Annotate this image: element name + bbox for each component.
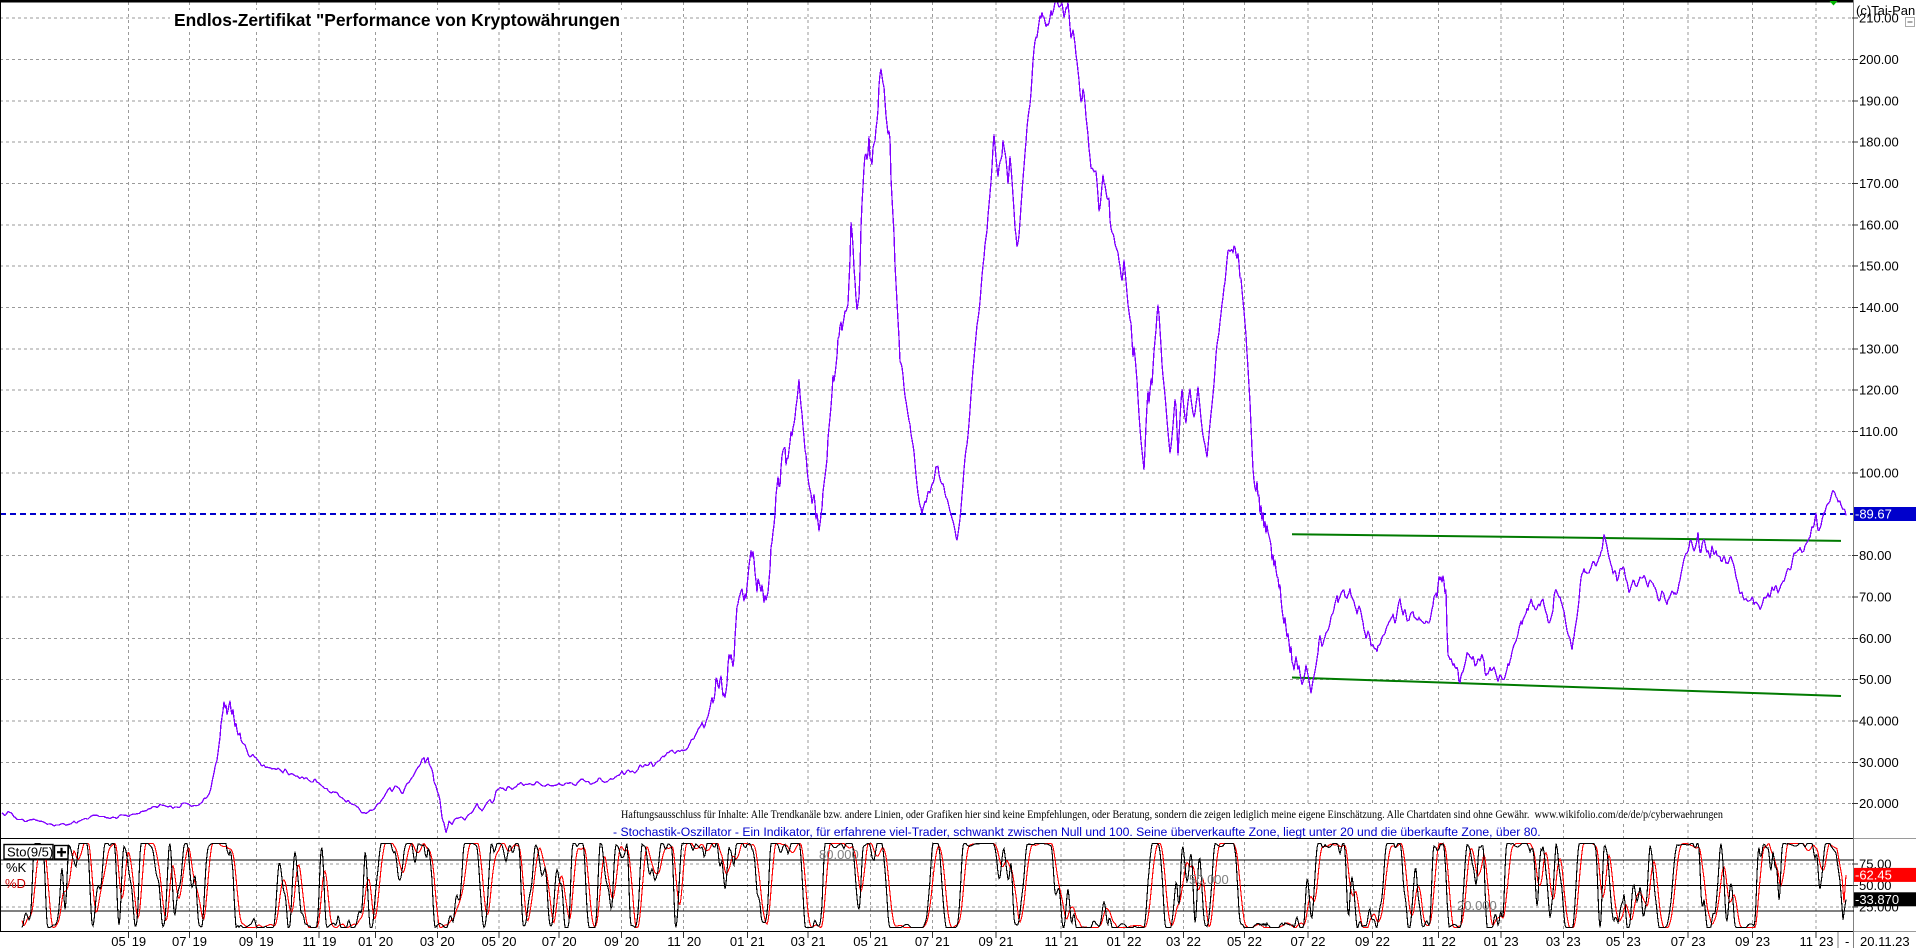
svg-text:110.00: 110.00 xyxy=(1859,424,1898,439)
svg-text:09: 09 xyxy=(1355,934,1369,948)
svg-text:-33.870: -33.870 xyxy=(1855,892,1899,907)
svg-text:21: 21 xyxy=(874,934,888,948)
svg-text:01: 01 xyxy=(1107,934,1121,948)
svg-text:11: 11 xyxy=(303,934,317,948)
svg-text:20: 20 xyxy=(687,934,701,948)
svg-text:40.000: 40.000 xyxy=(1859,713,1899,728)
svg-text:07: 07 xyxy=(1671,934,1685,948)
svg-text:09: 09 xyxy=(979,934,993,948)
svg-text:23: 23 xyxy=(1819,934,1833,948)
svg-text:21: 21 xyxy=(999,934,1013,948)
svg-text:120.00: 120.00 xyxy=(1859,383,1899,398)
svg-text:-: - xyxy=(1845,934,1849,948)
svg-text:30.000: 30.000 xyxy=(1859,755,1899,770)
svg-text:01: 01 xyxy=(1484,934,1498,948)
svg-text:23: 23 xyxy=(1691,934,1705,948)
svg-text:01: 01 xyxy=(730,934,744,948)
svg-text:190.00: 190.00 xyxy=(1859,93,1899,108)
svg-text:140.00: 140.00 xyxy=(1859,300,1899,315)
svg-text:19: 19 xyxy=(259,934,273,948)
svg-text:21: 21 xyxy=(1064,934,1078,948)
svg-text:22: 22 xyxy=(1248,934,1262,948)
svg-text:20: 20 xyxy=(502,934,516,948)
svg-text:60.00: 60.00 xyxy=(1859,631,1892,646)
svg-text:11: 11 xyxy=(667,934,681,948)
svg-text:23: 23 xyxy=(1566,934,1580,948)
svg-text:11: 11 xyxy=(1800,934,1814,948)
svg-text:05: 05 xyxy=(1227,934,1241,948)
svg-text:- Stochastik-Oszillator - Ein: - Stochastik-Oszillator - Ein Indikator,… xyxy=(613,825,1541,839)
svg-text:200.00: 200.00 xyxy=(1859,52,1899,67)
svg-text:21: 21 xyxy=(750,934,764,948)
svg-text:22: 22 xyxy=(1441,934,1455,948)
svg-text:80.00: 80.00 xyxy=(1859,548,1892,563)
svg-text:80.000: 80.000 xyxy=(819,847,859,862)
svg-text:19: 19 xyxy=(132,934,146,948)
svg-text:70.00: 70.00 xyxy=(1859,589,1892,604)
svg-text:09: 09 xyxy=(239,934,253,948)
svg-text:Haftungsausschluss für Inhalte: Haftungsausschluss für Inhalte: Alle Tre… xyxy=(621,809,1723,821)
svg-text:01: 01 xyxy=(358,934,372,948)
svg-text:130.00: 130.00 xyxy=(1859,341,1899,356)
svg-text:21: 21 xyxy=(811,934,825,948)
svg-text:Endlos-Zertifikat "Performance: Endlos-Zertifikat "Performance von Krypt… xyxy=(174,10,620,30)
svg-text:07: 07 xyxy=(1291,934,1305,948)
svg-text:03: 03 xyxy=(1546,934,1560,948)
svg-text:50.00: 50.00 xyxy=(1859,672,1892,687)
svg-text:22: 22 xyxy=(1376,934,1390,948)
svg-text:160.00: 160.00 xyxy=(1859,217,1899,232)
svg-text:20: 20 xyxy=(625,934,639,948)
svg-text:03: 03 xyxy=(1166,934,1180,948)
svg-text:20.000: 20.000 xyxy=(1457,898,1497,913)
svg-text:-89.67: -89.67 xyxy=(1855,507,1892,522)
svg-text:11: 11 xyxy=(1045,934,1059,948)
svg-text:20: 20 xyxy=(440,934,454,948)
svg-text:20.000: 20.000 xyxy=(1859,796,1899,811)
svg-text:05: 05 xyxy=(111,934,125,948)
svg-text:(c)Tai-Pan: (c)Tai-Pan xyxy=(1856,3,1915,18)
svg-text:22: 22 xyxy=(1127,934,1141,948)
svg-text:20.11.23: 20.11.23 xyxy=(1860,934,1910,948)
svg-text:75.00: 75.00 xyxy=(1859,857,1892,872)
svg-text:11: 11 xyxy=(1422,934,1436,948)
svg-text:%K: %K xyxy=(6,860,27,875)
svg-text:100.00: 100.00 xyxy=(1859,465,1899,480)
svg-text:19: 19 xyxy=(193,934,207,948)
svg-text:03: 03 xyxy=(791,934,805,948)
svg-text:20: 20 xyxy=(562,934,576,948)
svg-text:21: 21 xyxy=(935,934,949,948)
svg-text:09: 09 xyxy=(1735,934,1749,948)
svg-text:07: 07 xyxy=(542,934,556,948)
svg-text:Sto(9/5): Sto(9/5) xyxy=(7,845,53,860)
svg-text:19: 19 xyxy=(322,934,336,948)
svg-text:07: 07 xyxy=(172,934,186,948)
svg-text:150.00: 150.00 xyxy=(1859,259,1899,274)
svg-text:50.000: 50.000 xyxy=(1189,872,1229,887)
svg-text:-62.45: -62.45 xyxy=(1855,867,1892,882)
svg-text:23: 23 xyxy=(1756,934,1770,948)
svg-text:05: 05 xyxy=(1606,934,1620,948)
svg-text:07: 07 xyxy=(915,934,929,948)
svg-text:03: 03 xyxy=(420,934,434,948)
svg-text:22: 22 xyxy=(1311,934,1325,948)
svg-text:20: 20 xyxy=(379,934,393,948)
svg-text:09: 09 xyxy=(604,934,618,948)
svg-text:22: 22 xyxy=(1187,934,1201,948)
svg-text:%D: %D xyxy=(5,876,26,891)
svg-text:05: 05 xyxy=(853,934,867,948)
svg-text:210.00: 210.00 xyxy=(1859,11,1899,26)
svg-text:05: 05 xyxy=(482,934,496,948)
svg-text:180.00: 180.00 xyxy=(1859,135,1899,150)
svg-text:170.00: 170.00 xyxy=(1859,176,1899,191)
svg-text:23: 23 xyxy=(1626,934,1640,948)
svg-text:23: 23 xyxy=(1504,934,1518,948)
